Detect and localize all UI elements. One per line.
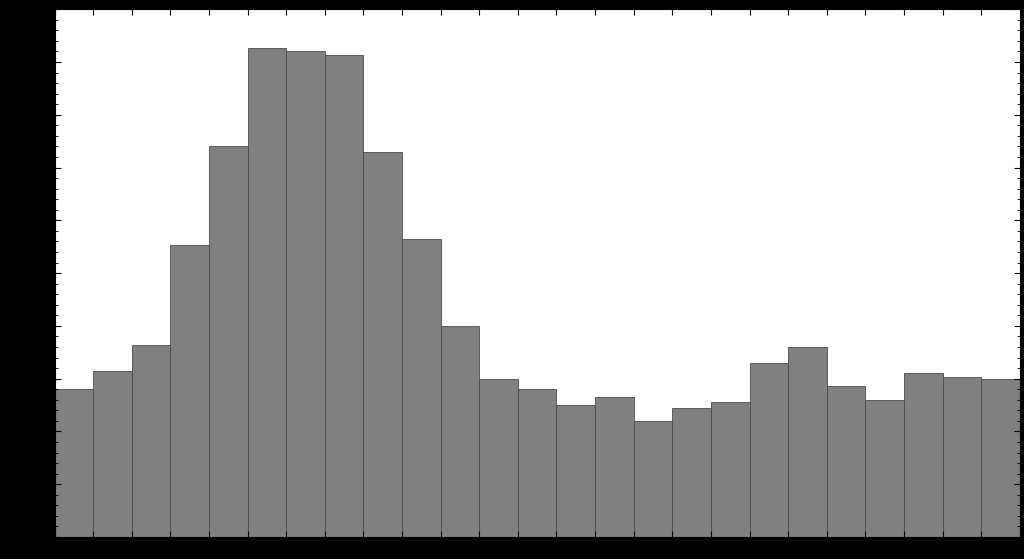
Bar xyxy=(286,51,325,537)
Bar xyxy=(364,151,402,537)
Bar xyxy=(479,378,518,537)
Bar xyxy=(865,400,904,537)
Bar xyxy=(750,363,788,537)
Bar xyxy=(518,389,556,537)
Bar xyxy=(943,377,981,537)
Bar xyxy=(132,345,170,537)
Bar xyxy=(826,386,865,537)
Bar xyxy=(981,378,1020,537)
Bar xyxy=(788,347,826,537)
Bar xyxy=(54,389,93,537)
Bar xyxy=(711,402,750,537)
Y-axis label: Antall målinger: Antall målinger xyxy=(4,220,20,326)
Bar xyxy=(93,371,132,537)
Bar xyxy=(325,55,364,537)
Bar xyxy=(634,421,673,537)
Bar xyxy=(440,326,479,537)
Bar xyxy=(556,405,595,537)
Bar xyxy=(209,146,248,537)
Bar xyxy=(904,373,943,537)
Bar xyxy=(402,239,440,537)
Bar xyxy=(170,245,209,537)
Bar xyxy=(673,408,711,537)
Bar xyxy=(248,48,286,537)
Bar xyxy=(595,396,634,537)
